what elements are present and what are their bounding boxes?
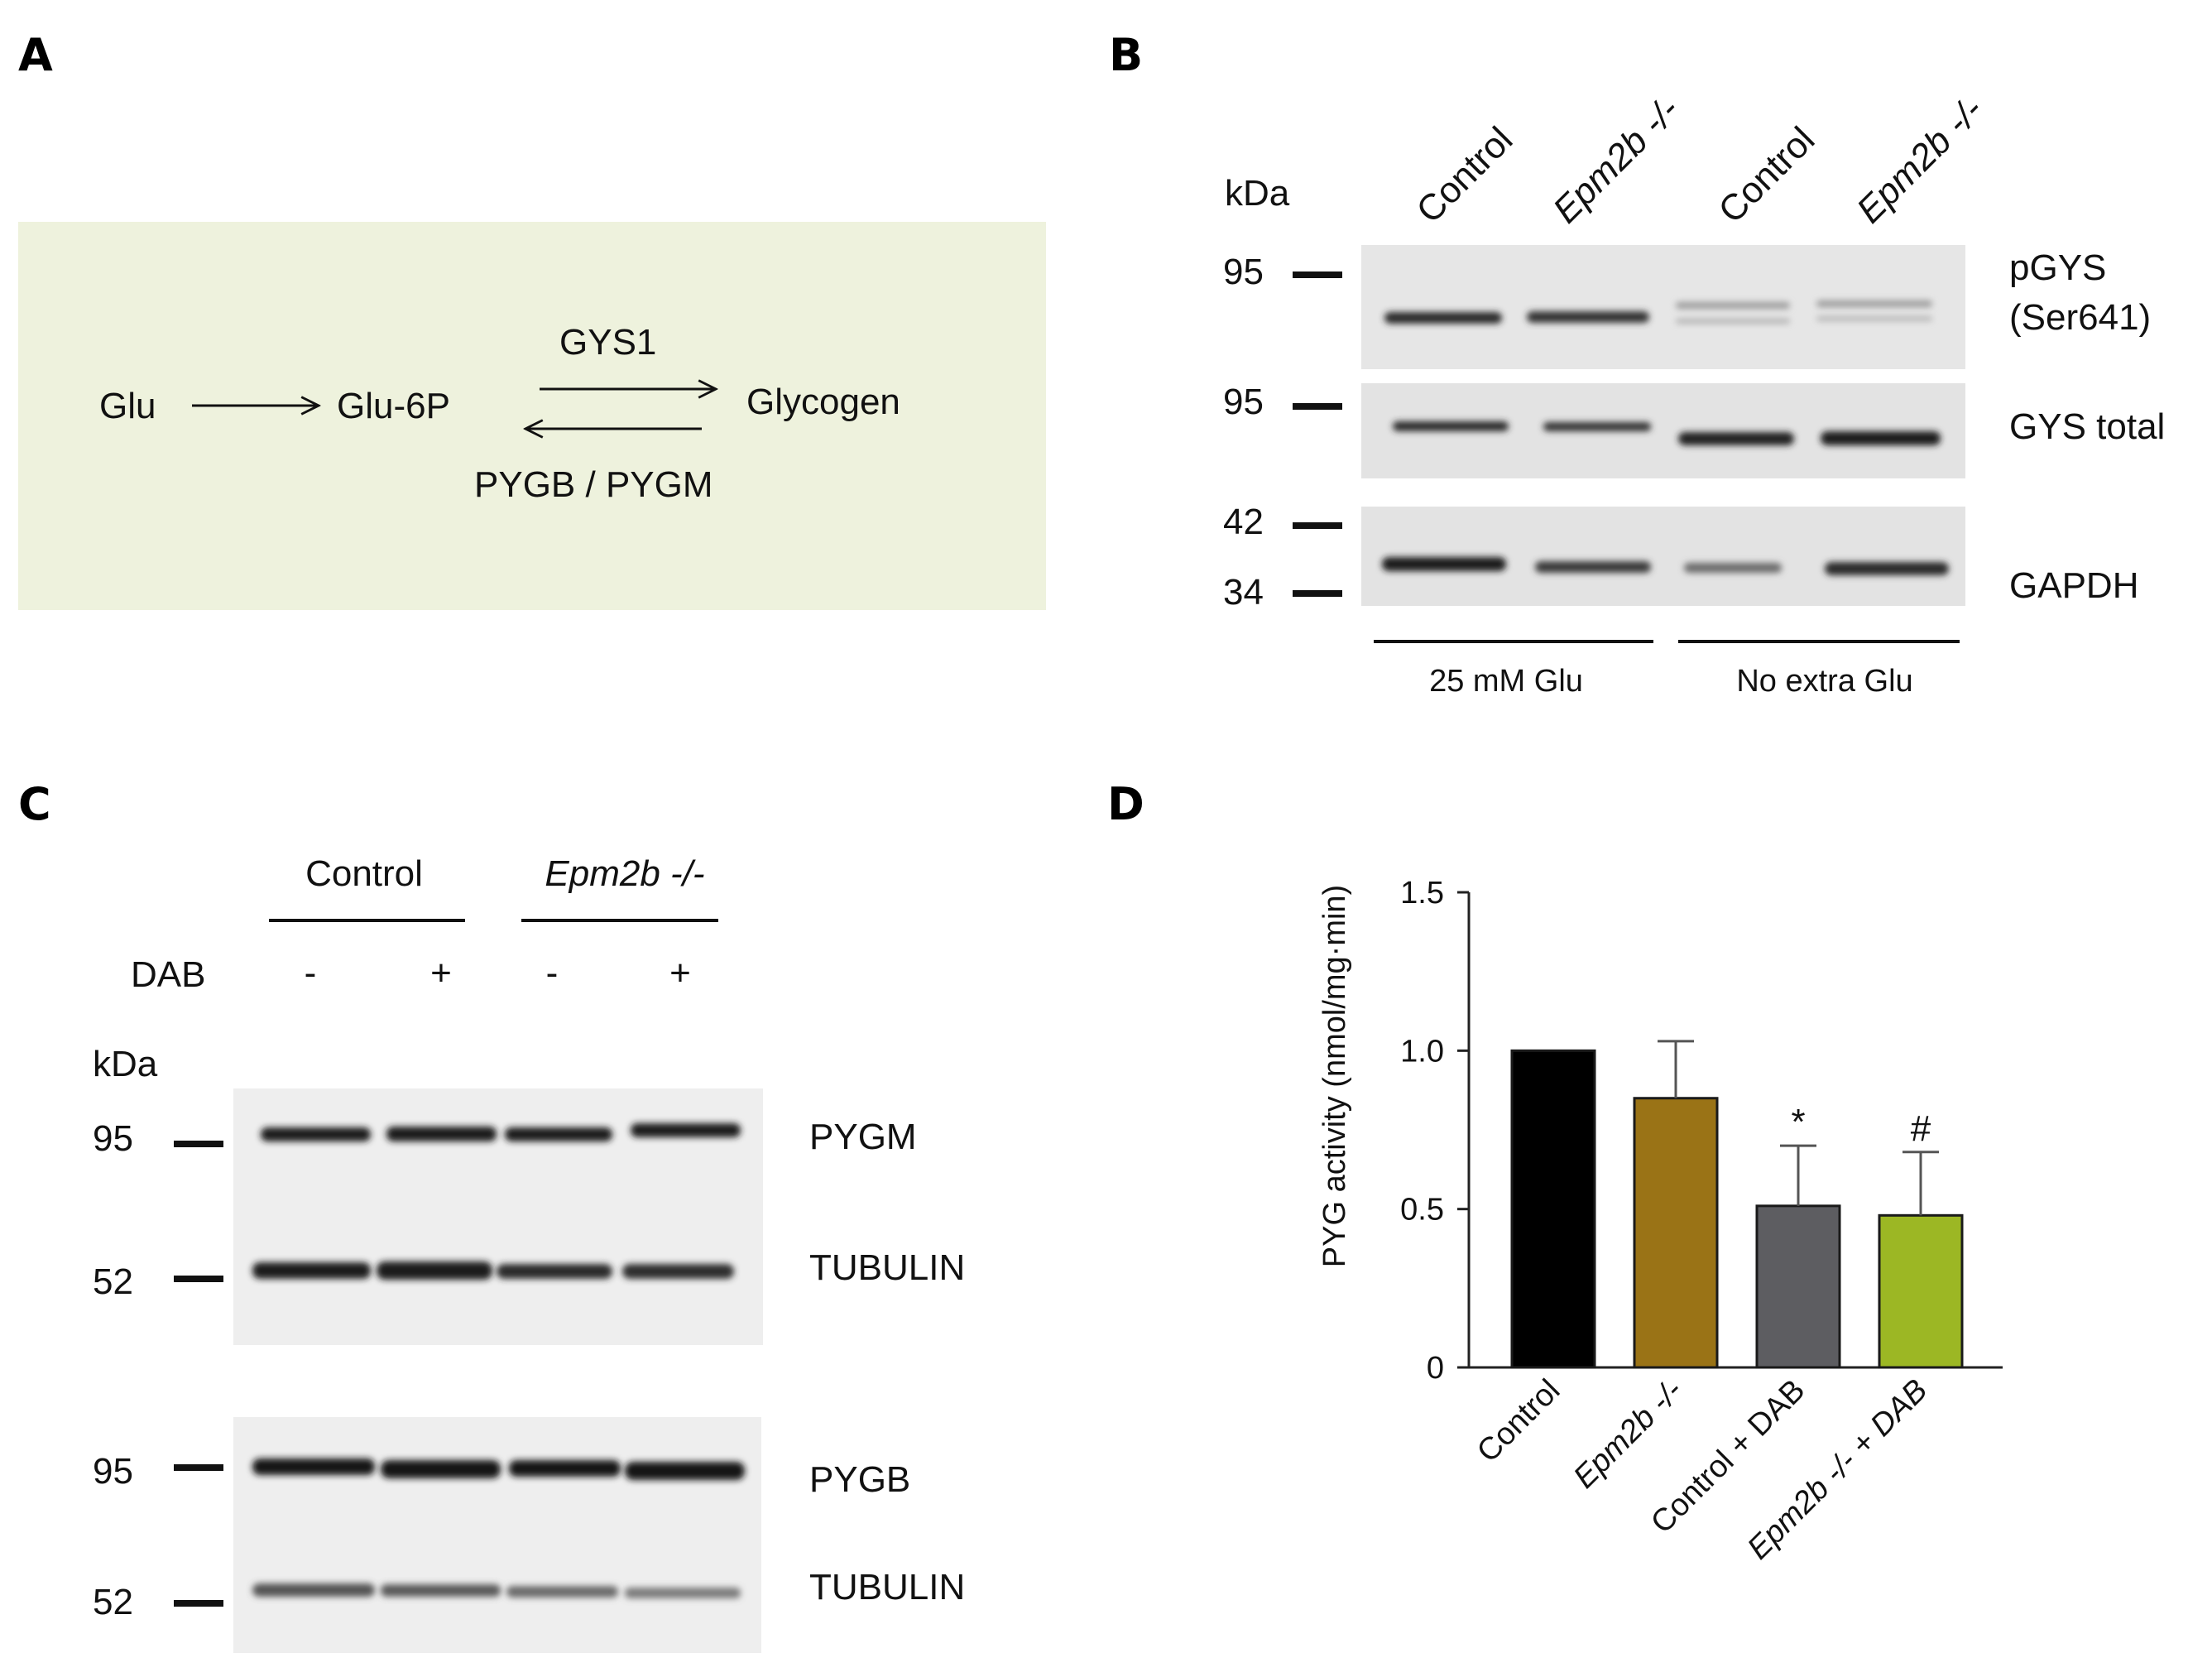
marker-tick <box>174 1600 223 1607</box>
genotype-label-epm2b: Epm2b -/- <box>545 853 704 894</box>
marker-c-pygm: 95 <box>93 1118 133 1159</box>
significance-mark: # <box>1911 1108 1931 1149</box>
lane-label-b-4: Epm2b -/- <box>1849 89 1990 231</box>
marker-tick <box>174 1464 223 1471</box>
panel-letter-c: C <box>18 778 51 830</box>
marker-b-gapdh-34: 34 <box>1223 572 1264 613</box>
kda-label-b: kDa <box>1225 173 1290 214</box>
treatment-sign-2: + <box>430 953 452 993</box>
panel-c: C Control Epm2b -/- DAB - + - + kDa 95 P… <box>18 778 965 1653</box>
blot-pygb <box>233 1417 761 1653</box>
treatment-sign-3: - <box>546 953 559 993</box>
lane-label-b-3: Control <box>1711 119 1822 231</box>
bar-1 <box>1510 1049 1596 1369</box>
marker-tick <box>174 1141 223 1147</box>
lane-label-b-2: Epm2b -/- <box>1545 89 1687 231</box>
blot-label-pgys-site: (Ser641) <box>2009 297 2151 338</box>
y-tick-label: 0 <box>1427 1351 1444 1386</box>
genotype-label-control: Control <box>305 853 423 894</box>
bar-chart: PYG activity (nmol/mg·min) 0 0.5 1.0 1.5 * #… <box>1317 876 2003 1566</box>
x-tick-label: Control <box>1471 1373 1567 1469</box>
glu6p-node: Glu-6P <box>337 386 450 426</box>
panel-b: B kDa Control Epm2b -/- Control Epm2b -/… <box>1109 29 2165 699</box>
marker-b-gapdh-42: 42 <box>1223 502 1264 542</box>
panel-d: D PYG activity (nmol/mg·min) 0 0.5 1.0 1.5 … <box>1107 778 2003 1566</box>
group-label-2: No extra Glu <box>1736 664 1912 699</box>
blot-label-pygb: PYGB <box>809 1459 910 1500</box>
bar-3 <box>1755 1204 1841 1369</box>
lane-label-b-1: Control <box>1408 119 1520 231</box>
pyg-enzyme-label: PYGB / PYGM <box>474 464 713 505</box>
pathway-box <box>18 222 1046 610</box>
blot-gys-total <box>1361 383 1965 478</box>
blot-pgys <box>1361 245 1965 369</box>
panel-a: A Glu Glu-6P Glycogen GYS1 PYGB / PYGM <box>18 29 1046 610</box>
bar-4 <box>1878 1213 1964 1369</box>
treatment-sign-4: + <box>669 953 691 993</box>
blot-label-pygm: PYGM <box>809 1117 917 1157</box>
panel-letter-d: D <box>1107 778 1144 830</box>
treatment-sign-1: - <box>305 953 317 993</box>
y-axis-label: PYG activity (nmol/mg·min) <box>1317 885 1352 1267</box>
kda-label-c: kDa <box>93 1044 158 1084</box>
x-tick-label: Epm2b -/- <box>1567 1373 1690 1496</box>
bar-2 <box>1633 1097 1719 1369</box>
panel-letter-a: A <box>18 29 53 81</box>
marker-tick <box>1293 271 1342 278</box>
marker-tick <box>1293 403 1342 410</box>
marker-c-pygb: 95 <box>93 1451 133 1492</box>
blot-label-gapdh: GAPDH <box>2009 565 2138 606</box>
y-tick-label: 0.5 <box>1400 1193 1444 1228</box>
marker-tick <box>174 1276 223 1282</box>
marker-tick <box>1293 590 1342 597</box>
glycogen-node: Glycogen <box>746 382 900 422</box>
glu-node: Glu <box>99 386 156 426</box>
blot-label-tubulin-2: TUBULIN <box>809 1567 965 1607</box>
marker-b-pgys: 95 <box>1223 252 1264 292</box>
group-label-1: 25 mM Glu <box>1429 664 1583 699</box>
blot-label-pgys: pGYS <box>2009 247 2106 288</box>
blot-pygm <box>233 1088 763 1345</box>
panel-letter-b: B <box>1109 29 1143 81</box>
y-tick-label: 1.0 <box>1400 1034 1444 1069</box>
gys1-enzyme-label: GYS1 <box>559 322 656 363</box>
blot-label-tubulin-1: TUBULIN <box>809 1247 965 1288</box>
marker-tick <box>1293 522 1342 529</box>
treatment-label: DAB <box>131 954 205 995</box>
marker-c-tubulin-1: 52 <box>93 1261 133 1302</box>
significance-mark: * <box>1791 1102 1805 1142</box>
marker-c-tubulin-2: 52 <box>93 1582 133 1622</box>
blot-gapdh <box>1361 507 1965 606</box>
marker-b-gys: 95 <box>1223 382 1264 422</box>
y-tick-label: 1.5 <box>1400 876 1444 911</box>
blot-label-gys-total: GYS total <box>2009 406 2165 447</box>
